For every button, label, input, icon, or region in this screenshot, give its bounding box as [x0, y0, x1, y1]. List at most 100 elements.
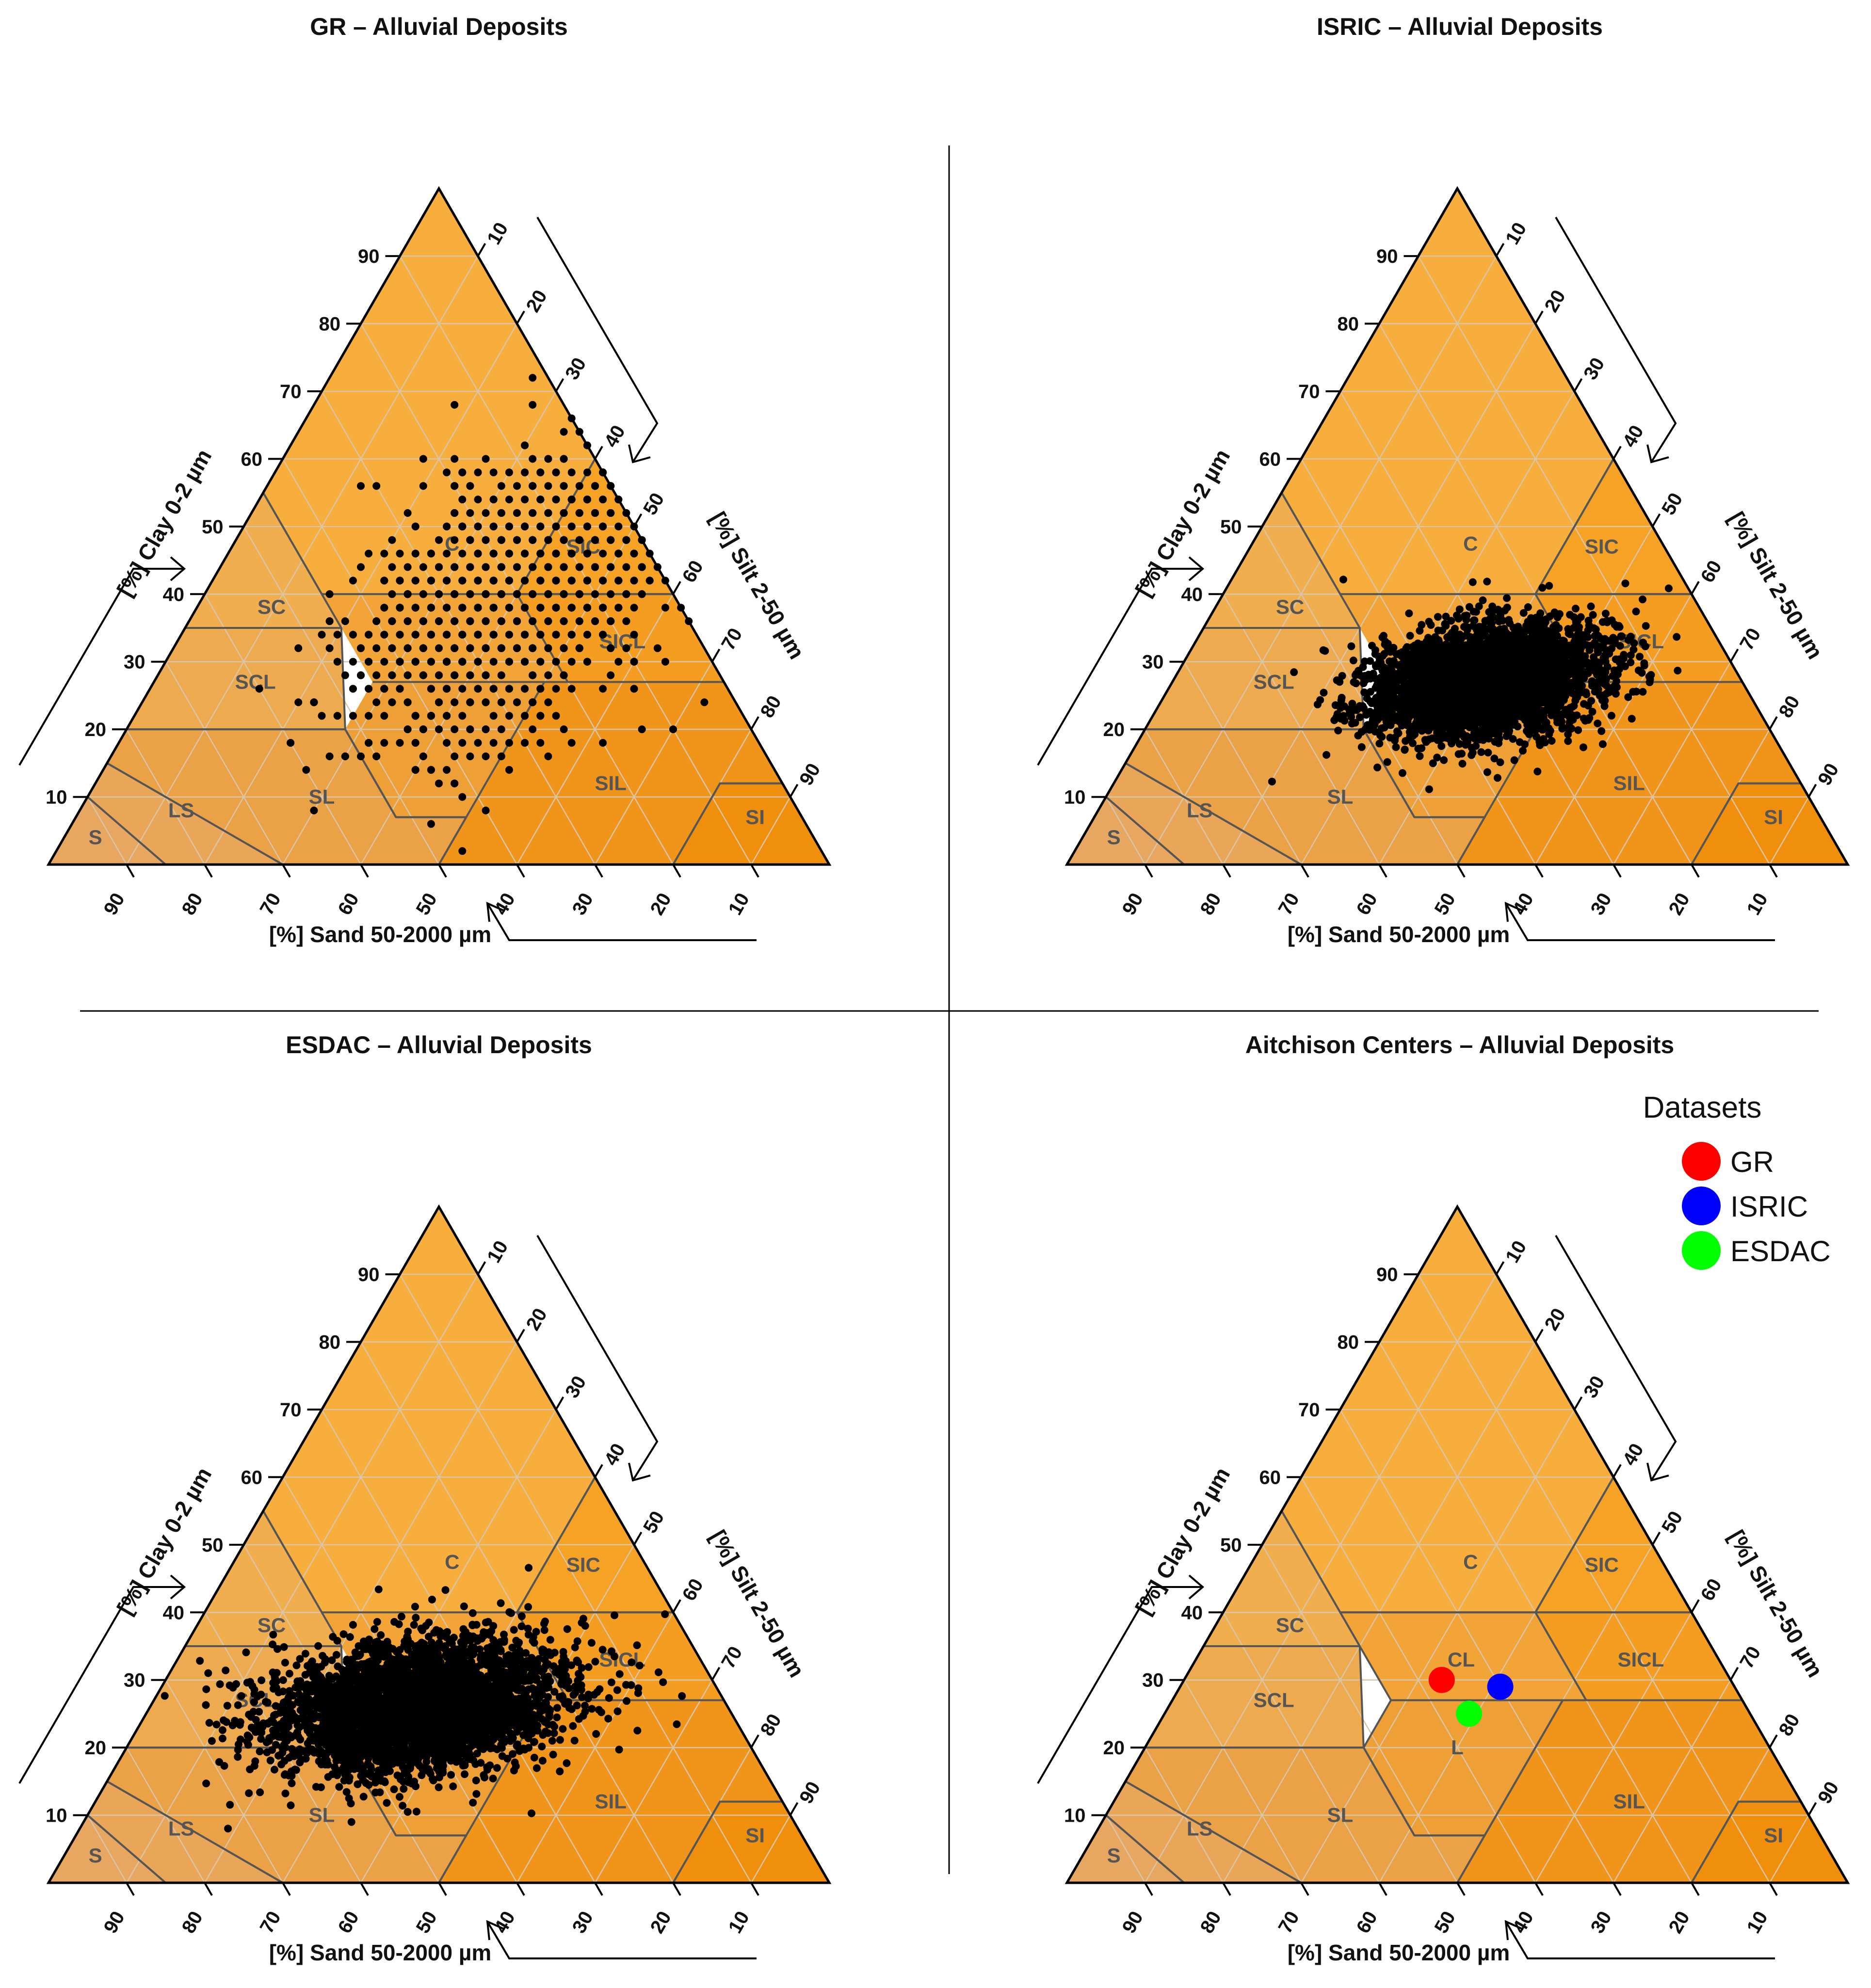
data-point	[513, 644, 521, 652]
data-point	[567, 685, 576, 693]
data-point	[458, 522, 467, 530]
data-point	[1455, 605, 1464, 613]
data-point	[458, 577, 467, 585]
silt-tick-mark	[1729, 648, 1739, 662]
grid-line	[1613, 661, 1731, 865]
data-point	[1437, 742, 1446, 750]
data-point	[505, 739, 513, 747]
data-point	[411, 766, 419, 774]
data-point	[521, 630, 529, 639]
data-point	[521, 685, 529, 693]
clay-tick-label: 90	[358, 246, 380, 267]
data-point	[544, 590, 552, 598]
data-point	[599, 522, 607, 530]
data-point	[1607, 712, 1615, 720]
sand-tick-mark	[1613, 864, 1622, 878]
data-point	[388, 644, 396, 652]
data-point	[505, 496, 513, 504]
clay-tick-label: 70	[1298, 381, 1320, 402]
sand-tick-mark	[1300, 864, 1309, 878]
data-point	[419, 590, 427, 598]
data-point	[630, 685, 638, 693]
silt-tick-label: 10	[483, 219, 512, 248]
data-point	[1581, 717, 1589, 725]
data-point	[458, 549, 467, 558]
data-point	[1524, 603, 1532, 611]
ternary-panel-isric: CSCSCLSLLSSSICSICLSILSI10109020208030307…	[1037, 186, 1850, 947]
data-point	[341, 671, 349, 679]
sand-tick-label: 90	[1118, 889, 1147, 919]
silt-tick-mark	[1495, 243, 1505, 257]
data-point	[536, 685, 545, 693]
data-point	[466, 536, 474, 544]
data-point	[372, 644, 381, 652]
data-point	[622, 644, 630, 652]
data-point	[661, 657, 669, 666]
data-point	[482, 806, 490, 815]
data-point	[505, 468, 513, 477]
data-point	[325, 590, 334, 598]
data-point	[458, 630, 467, 639]
data-point	[310, 806, 318, 815]
data-point	[380, 712, 388, 720]
sand-axis-label: [%] Sand 50-2000 µm	[269, 922, 492, 947]
data-point	[1375, 739, 1384, 748]
data-point	[591, 482, 599, 490]
silt-tick-label: 90	[1814, 760, 1843, 789]
data-point	[583, 604, 591, 612]
data-point	[310, 698, 318, 706]
grid-line	[87, 796, 128, 865]
data-point	[591, 590, 599, 598]
data-point	[451, 509, 459, 517]
data-point	[1647, 671, 1655, 679]
data-point	[294, 644, 303, 652]
data-point	[482, 725, 490, 734]
data-point	[685, 617, 693, 625]
data-point	[489, 522, 498, 530]
data-point	[482, 698, 490, 706]
sand-tick-mark	[750, 864, 759, 878]
data-point	[1493, 774, 1501, 782]
data-point	[1340, 717, 1349, 725]
data-point	[333, 657, 341, 666]
grid-line	[1534, 593, 1693, 865]
data-point	[294, 698, 303, 706]
panel-title-gr: GR – Alluvial Deposits	[310, 13, 568, 40]
data-point	[380, 685, 388, 693]
data-point	[1557, 719, 1565, 727]
data-points	[255, 374, 709, 855]
data-point	[1366, 674, 1374, 683]
data-point	[560, 590, 568, 598]
data-point	[1601, 609, 1610, 618]
data-point	[497, 671, 505, 679]
data-point	[521, 739, 529, 747]
data-point	[529, 725, 537, 734]
data-point	[1612, 655, 1620, 663]
data-point	[466, 590, 474, 598]
data-point	[1540, 633, 1548, 641]
data-point	[1518, 712, 1527, 720]
data-point	[396, 685, 404, 693]
data-point	[505, 577, 513, 585]
silt-tick-label: 90	[795, 760, 824, 789]
data-point	[411, 712, 419, 720]
data-point	[489, 685, 498, 693]
data-point	[614, 577, 623, 585]
silt-arrowhead	[628, 444, 651, 464]
panel-title-aitchison: Aitchison Centers – Alluvial Deposits	[1245, 1031, 1674, 1058]
data-point	[435, 644, 443, 652]
data-point	[560, 617, 568, 625]
data-point	[567, 739, 576, 747]
data-point	[560, 482, 568, 490]
data-point	[591, 536, 599, 544]
data-point	[451, 536, 459, 544]
data-point	[489, 712, 498, 720]
data-point	[560, 455, 568, 463]
data-point	[1463, 626, 1471, 634]
silt-tick-label: 10	[1501, 219, 1531, 248]
sand-arrow	[1505, 902, 1775, 941]
class-label-scl: SCL	[235, 671, 276, 693]
data-point	[388, 590, 396, 598]
data-point	[474, 577, 482, 585]
